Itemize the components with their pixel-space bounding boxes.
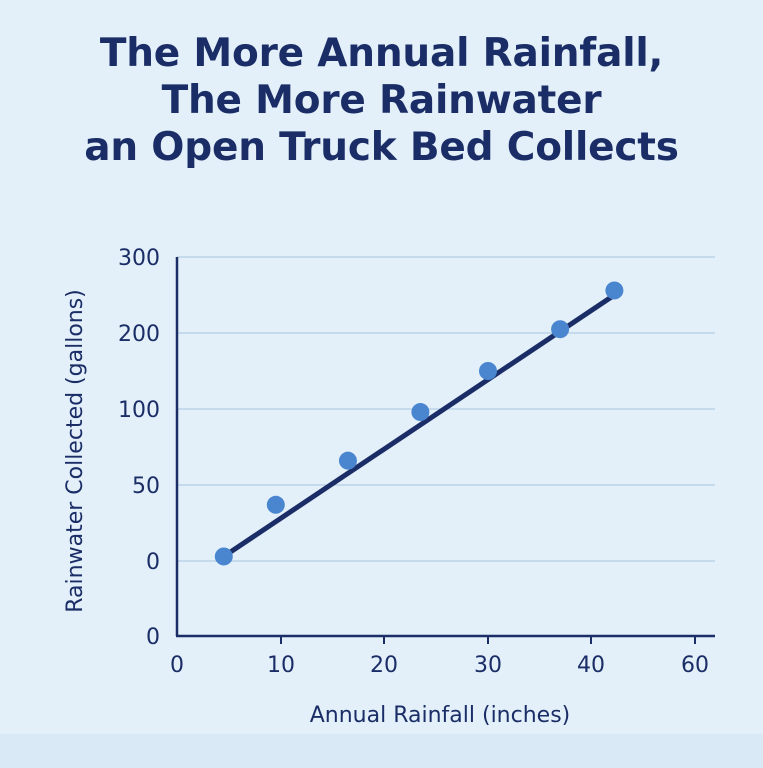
chart-title-line-1: The More Annual Rainfall, [99, 31, 664, 76]
bottom-band [0, 734, 763, 768]
y-tick-label: 100 [118, 398, 160, 423]
x-tick-label: 20 [370, 653, 398, 678]
grid-lines [177, 256, 715, 562]
data-point [479, 362, 497, 380]
x-tick-label: 10 [267, 653, 295, 678]
data-point [605, 281, 624, 300]
data-point [214, 547, 233, 566]
axes [175, 257, 715, 638]
y-tick-label: 300 [118, 246, 160, 271]
y-tick-label: 0 [146, 550, 160, 575]
data-point [338, 451, 357, 470]
chart-title-line-3: an Open Truck Bed Collects [84, 125, 679, 171]
x-tick-label: 0 [170, 653, 184, 678]
chart-title-line-2: The More Rainwater [161, 78, 602, 124]
trend-line-group [221, 292, 617, 559]
y-tick-label: 50 [132, 474, 160, 499]
chart-title: The More Annual Rainfall, The More Rainw… [0, 30, 763, 172]
trend-line [221, 292, 617, 559]
x-tick-label: 40 [577, 653, 605, 678]
data-point [266, 495, 285, 514]
data-point [551, 320, 570, 339]
x-ticks: 0 10 20 30 40 60 [170, 636, 709, 678]
y-axis-label: Rainwater Collected (gallons) [63, 289, 88, 613]
data-point [411, 403, 430, 422]
x-tick-label: 30 [474, 653, 502, 678]
y-tick-label: 0 [146, 625, 160, 650]
data-points [214, 281, 624, 566]
x-tick-label: 60 [681, 653, 709, 678]
x-axis-label: Annual Rainfall (inches) [310, 703, 571, 728]
y-tick-label: 200 [118, 322, 160, 347]
y-ticks: 0 0 50 100 200 300 [118, 246, 160, 650]
